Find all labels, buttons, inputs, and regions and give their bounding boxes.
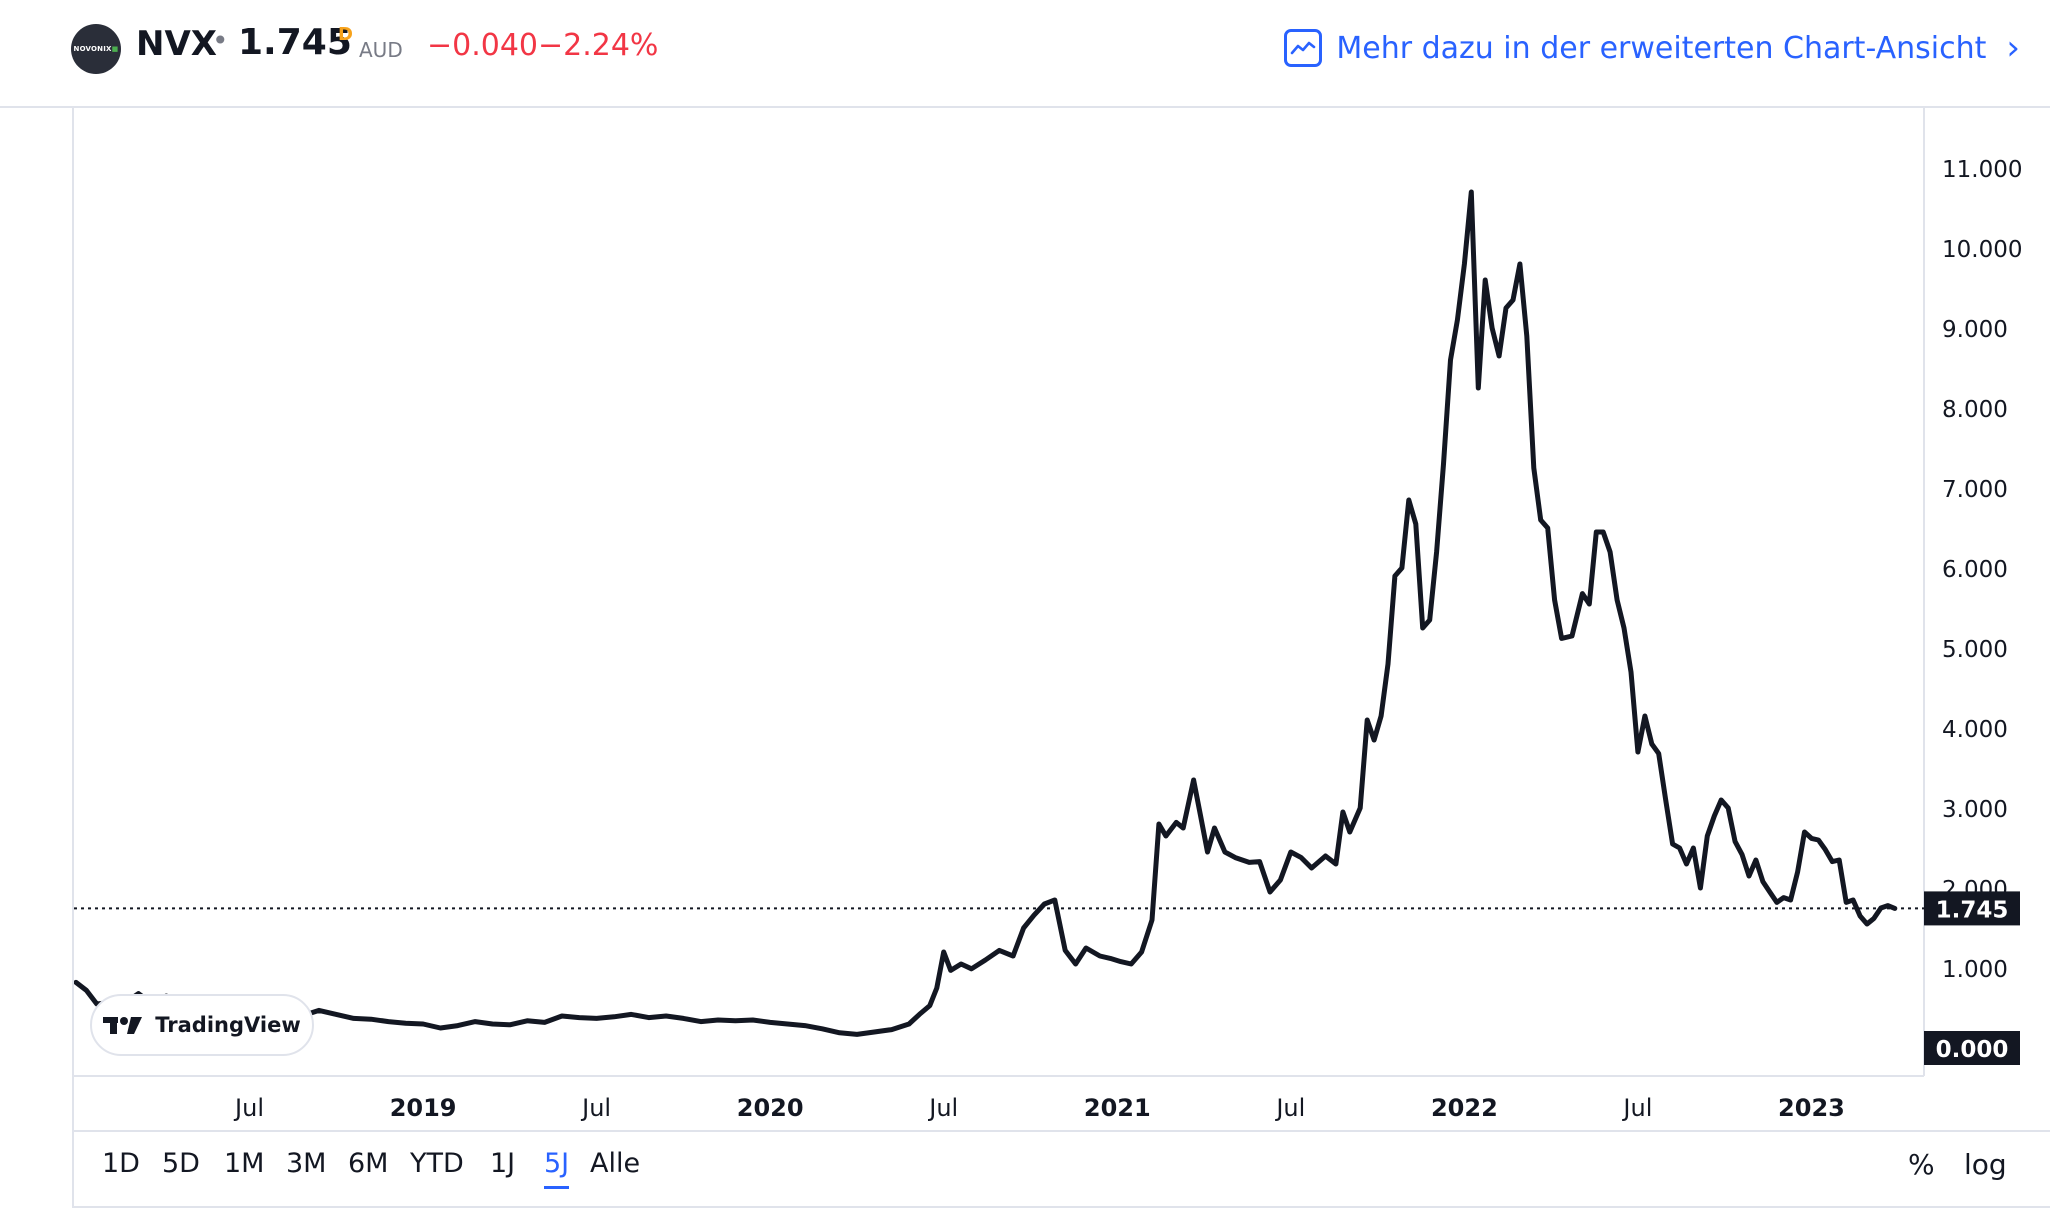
timeframe-6m[interactable]: 6M — [348, 1148, 389, 1179]
price-change-percent: −2.24% — [538, 28, 659, 63]
logo-text: NOVONIX■ — [73, 45, 119, 53]
price-line-series — [74, 189, 1898, 1037]
last-price-label: 1.745 — [1936, 897, 2009, 923]
currency-label: AUD — [359, 38, 403, 62]
delayed-flag: D — [338, 24, 353, 45]
advanced-chart-link-label: Mehr dazu in der erweiterten Chart-Ansic… — [1336, 30, 1987, 66]
ticker-symbol: NVX — [136, 24, 217, 64]
y-tick-label: 6.000 — [1942, 557, 2008, 583]
y-tick-label: 9.000 — [1942, 317, 2008, 343]
tradingview-badge[interactable]: TradingView — [90, 994, 314, 1056]
x-tick-label: 2020 — [737, 1094, 804, 1122]
x-tick-label: 2021 — [1084, 1094, 1151, 1122]
log-scale-toggle[interactable]: log — [1964, 1148, 2007, 1181]
chart-line-icon — [1284, 29, 1323, 67]
timeframe-1d[interactable]: 1D — [102, 1148, 140, 1179]
x-tick-label: 2022 — [1431, 1094, 1498, 1122]
timeframe-5j[interactable]: 5J — [544, 1148, 570, 1189]
y-tick-label: 10.000 — [1942, 237, 2022, 263]
company-logo: NOVONIX■ — [71, 24, 121, 74]
timeframe-3m[interactable]: 3M — [286, 1148, 327, 1179]
x-tick-label: 2023 — [1778, 1094, 1845, 1122]
timeframe-1j[interactable]: 1J — [490, 1148, 516, 1179]
x-tick-label: Jul — [1274, 1094, 1305, 1122]
price-change: −0.040 — [427, 28, 539, 63]
x-tick-label: Jul — [927, 1094, 958, 1122]
timeframe-ytd[interactable]: YTD — [410, 1148, 464, 1179]
tradingview-name: TradingView — [155, 1013, 301, 1037]
symbol-header: NOVONIX■ NVX • 1.745 D AUD −0.040 −2.24%… — [0, 0, 2050, 108]
zero-price-tag — [1924, 1031, 2020, 1065]
x-tick-label: 2019 — [390, 1094, 457, 1122]
x-tick-label: Jul — [580, 1094, 611, 1122]
advanced-chart-link[interactable]: Mehr dazu in der erweiterten Chart-Ansic… — [1284, 25, 2020, 71]
last-price-tag — [1924, 891, 2020, 926]
timeframe-5d[interactable]: 5D — [162, 1148, 200, 1179]
last-price: 1.745 — [238, 22, 352, 63]
separator-dot: • — [212, 24, 229, 57]
x-tick-label: Jul — [233, 1094, 264, 1122]
y-tick-label: 8.000 — [1942, 397, 2008, 423]
timeframe-alle[interactable]: Alle — [590, 1148, 641, 1179]
y-tick-label: 7.000 — [1942, 477, 2008, 503]
y-tick-label: 11.000 — [1942, 157, 2022, 183]
percent-scale-toggle[interactable]: % — [1908, 1148, 1935, 1181]
y-tick-label: 3.000 — [1942, 797, 2008, 823]
timeframe-toolbar: 1D 5D 1M 3M 6M YTD 1J 5J Alle % log — [72, 1130, 2050, 1208]
timeframe-1m[interactable]: 1M — [224, 1148, 265, 1179]
x-tick-label: Jul — [1621, 1094, 1652, 1122]
chevron-right-icon: › — [2006, 28, 2020, 68]
y-tick-label: 5.000 — [1942, 637, 2008, 663]
price-chart[interactable]: 11.000 10.000 9.000 8.000 7.000 6.000 5.000 4.0… — [74, 108, 2050, 1130]
tradingview-logo-icon — [103, 1017, 143, 1034]
zero-price-label: 0.000 — [1936, 1037, 2009, 1063]
y-tick-label: 1.000 — [1942, 957, 2008, 983]
y-tick-label: 4.000 — [1942, 717, 2008, 743]
chart-area[interactable]: 11.000 10.000 9.000 8.000 7.000 6.000 5.000 4.0… — [72, 108, 2050, 1208]
